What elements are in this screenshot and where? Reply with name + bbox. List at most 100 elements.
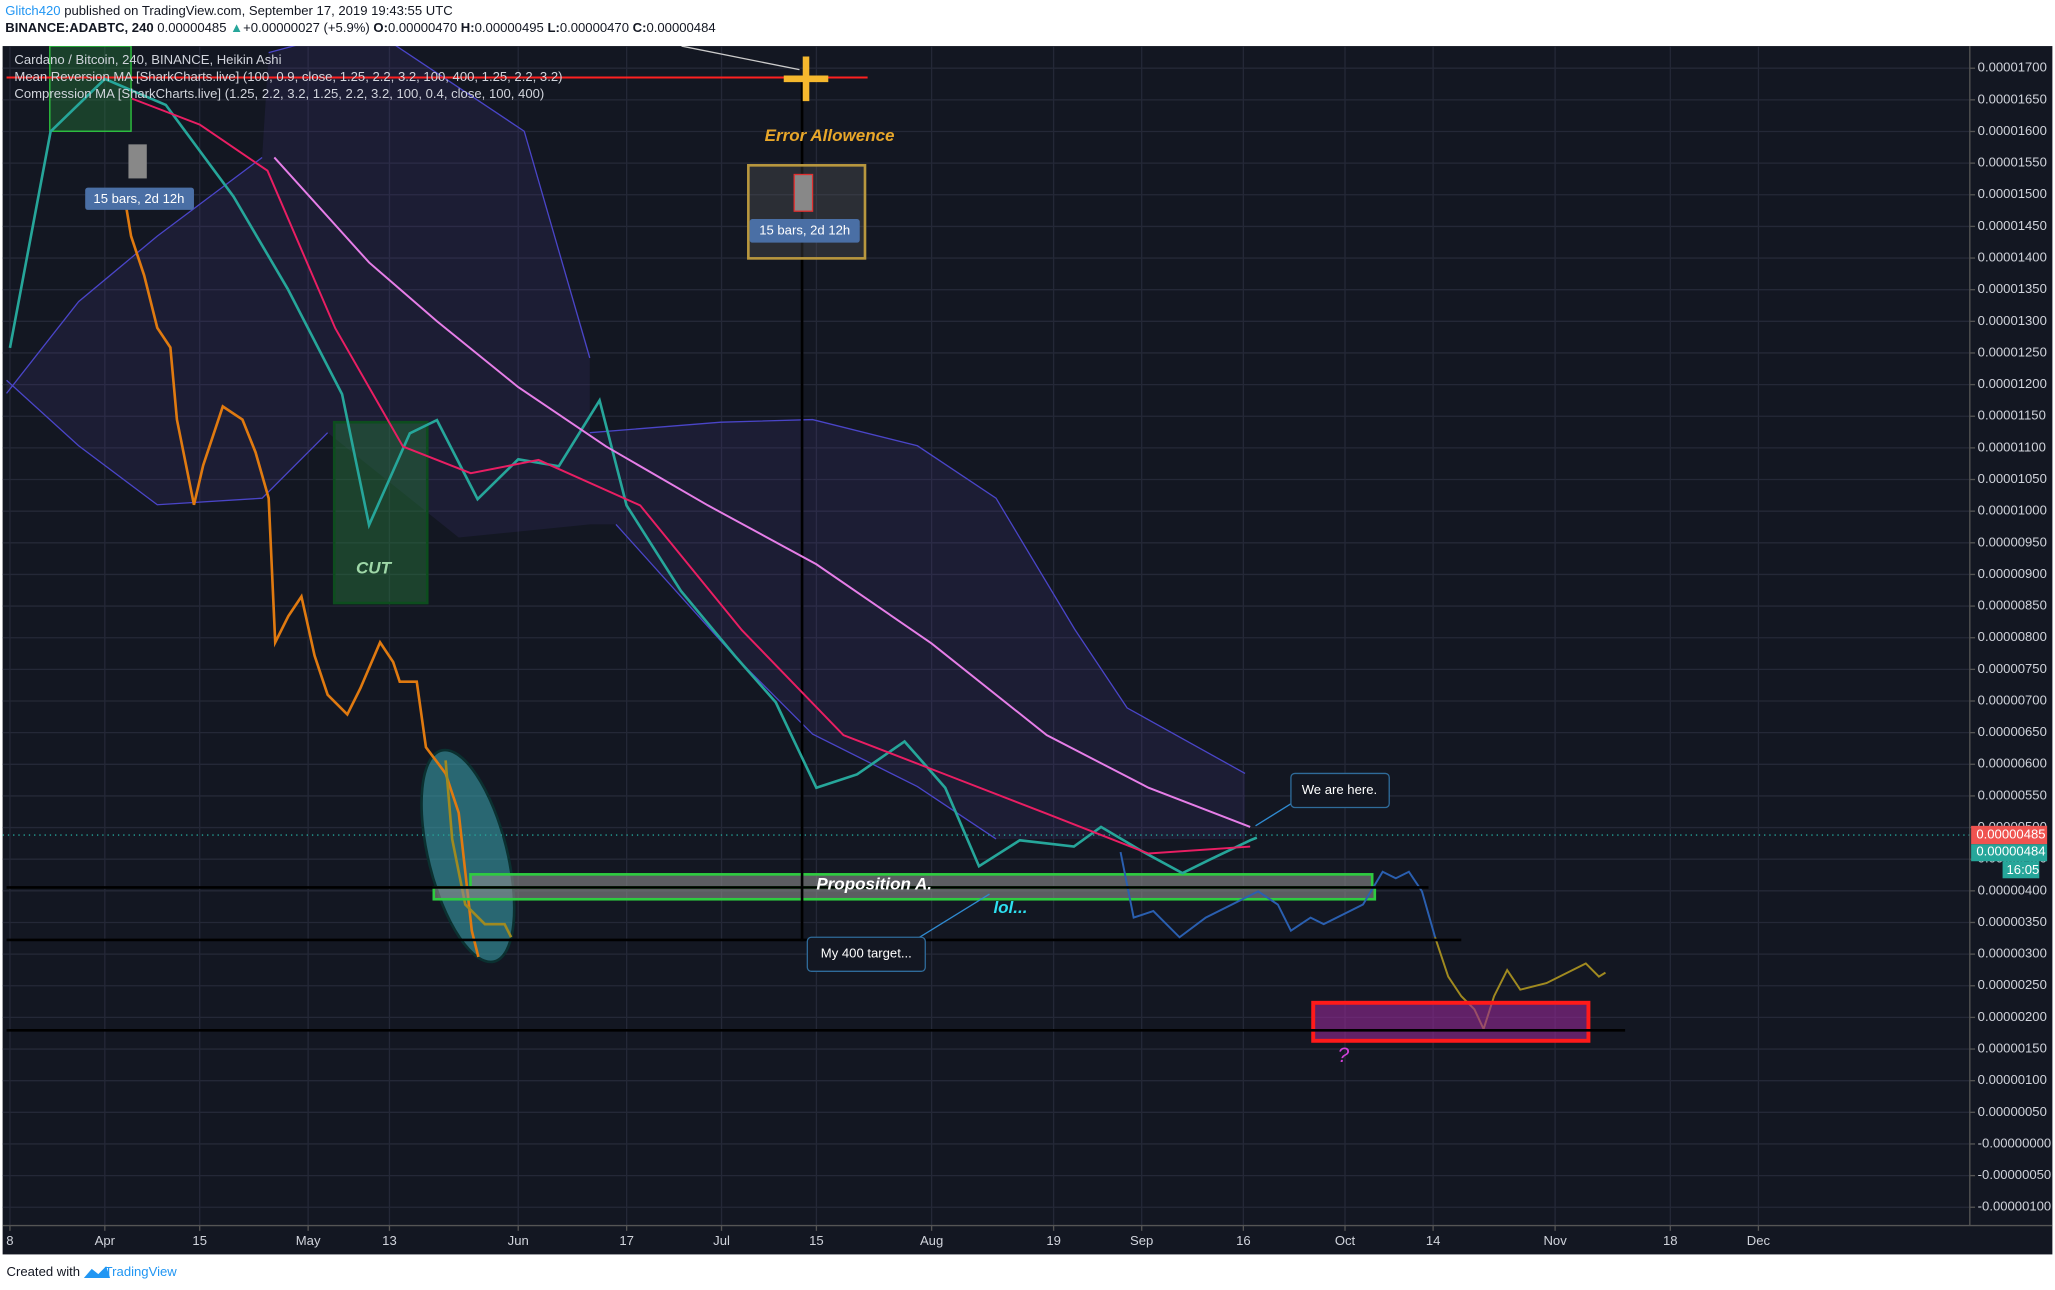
o: 0.00000470 (388, 20, 457, 35)
y-tick-label: 0.00000900 (1978, 566, 2047, 581)
price: 0.00000485 (157, 20, 226, 35)
user[interactable]: Glitch420 (5, 3, 60, 18)
x-tick-label: Apr (95, 1233, 116, 1248)
header-line: Glitch420 published on TradingView.com, … (5, 3, 452, 18)
timer-badge (2002, 861, 2040, 879)
y-tick-label: 0.00001300 (1978, 313, 2047, 328)
x-tick-label: Jul (713, 1233, 730, 1248)
y-tick-label: 0.00001500 (1978, 186, 2047, 201)
y-tick-label: 0.00001050 (1978, 471, 2047, 486)
series-line (131, 97, 1251, 855)
arrow: ▲ (230, 20, 243, 35)
price-badge-text: 0.00000484 (1976, 844, 2045, 859)
h: 0.00000495 (475, 20, 544, 35)
band-line (268, 46, 591, 359)
legend-entry: Cardano / Bitcoin, 240, BINANCE, Heikin … (14, 52, 281, 67)
y-tick-label: 0.00000100 (1978, 1072, 2047, 1087)
x-tick-label: 15 (192, 1233, 207, 1248)
fractal-line (123, 196, 480, 958)
y-tick-label: 0.00001100 (1978, 439, 2046, 454)
band-line (615, 523, 997, 840)
y-tick-label: 0.00000600 (1978, 756, 2047, 771)
y-tick-label: 0.00000750 (1978, 661, 2047, 676)
x-tick-label: 19 (1046, 1233, 1061, 1248)
box (49, 46, 132, 132)
lol-label: lol... (993, 898, 1027, 917)
c-label: C: (633, 20, 647, 35)
x-tick-label: Jun (508, 1233, 529, 1248)
o-label: O: (373, 20, 388, 35)
bars-label: 15 bars, 2d 12h (93, 191, 184, 206)
x-tick-label: 15 (809, 1233, 824, 1248)
c: 0.00000484 (646, 20, 715, 35)
y-tick-label: 0.00001200 (1978, 376, 2047, 391)
x-tick-label: 18 (1663, 1233, 1678, 1248)
callout (806, 936, 926, 972)
y-tick-label: 0.00000800 (1978, 629, 2047, 644)
callout (1290, 772, 1390, 809)
created: Created with (7, 1264, 81, 1279)
y-tick-label: 0.00001000 (1978, 503, 2047, 518)
callout-text: My 400 target... (821, 946, 912, 961)
band-line (589, 418, 1246, 775)
brand[interactable]: TradingView (105, 1264, 178, 1279)
y-tick-label: 0.00001400 (1978, 250, 2047, 265)
x-tick-label: Sep (1130, 1233, 1153, 1248)
y-tick-label: -0.00000050 (1978, 1167, 2052, 1182)
y-tick-label: 0.00000700 (1978, 692, 2047, 707)
price-badge (1971, 825, 2048, 845)
series-line (8, 77, 1258, 875)
y-tick-label: 0.00000400 (1978, 882, 2047, 897)
y-tick-label: 0.00001450 (1978, 218, 2047, 233)
band-line (6, 156, 263, 394)
projection-line (1119, 851, 1437, 939)
y-tick-label: 0.00000250 (1978, 977, 2047, 992)
x-tick-label: Oct (1335, 1233, 1356, 1248)
series-line (273, 156, 1251, 828)
y-tick-label: 0.00001150 (1978, 408, 2046, 423)
legend-entry: Mean Reversion MA [SharkCharts.live] (10… (14, 69, 562, 84)
band-fill (6, 46, 1246, 839)
x-tick-label: May (296, 1233, 321, 1248)
callout-line (917, 893, 990, 940)
symbol: BINANCE:ADABTC, 240 (5, 20, 153, 35)
y-tick-label: 0.00001600 (1978, 123, 2047, 138)
question-label: ? (1338, 1044, 1350, 1067)
y-tick-label: 0.00000950 (1978, 534, 2047, 549)
fractal-line (444, 760, 513, 938)
y-axis: 0.00001700 0.00001650 0.00001600 0.00001550… (1969, 60, 2052, 1214)
y-tick-label: 0.00000850 (1978, 598, 2047, 613)
error-label: Error Allowence (765, 126, 895, 145)
chart-background (2, 46, 2053, 1255)
published: published on TradingView.com, September … (64, 3, 452, 18)
x-tick-label: Aug (920, 1233, 943, 1248)
h-label: H: (461, 20, 475, 35)
x-tick-label: 14 (1426, 1233, 1441, 1248)
grid (2, 46, 1970, 1226)
target-box (1311, 1000, 1591, 1043)
x-tick-label: 17 (619, 1233, 634, 1248)
timer-text: 16:05 (2007, 862, 2040, 877)
y-tick-label: 0.00000200 (1978, 1009, 2047, 1024)
y-tick-label: 0.00001700 (1978, 60, 2047, 75)
marker (793, 173, 814, 212)
x-tick-label: 13 (382, 1233, 397, 1248)
y-tick-label: 0.00000150 (1978, 1040, 2047, 1055)
x-tick-label: Dec (1747, 1233, 1771, 1248)
footer: Created with TradingView (7, 1264, 178, 1279)
band-line (6, 379, 329, 506)
y-tick-label: 0.00001350 (1978, 281, 2047, 296)
y-tick-label: -0.00000100 (1978, 1199, 2052, 1214)
x-axis: 8 Apr 15 May 13 Jun 17 Jul 15 Aug 19 Sep 16 Oct 14 Nov 1… (6, 1225, 1771, 1248)
pointer-line (681, 46, 800, 71)
x-tick-label: Nov (1543, 1233, 1567, 1248)
change: +0.00000027 (+5.9%) (243, 20, 370, 35)
move-cross (783, 56, 829, 102)
y-tick-label: 0.00000300 (1978, 946, 2047, 961)
series-layer (8, 77, 1258, 875)
price-badge-text: 0.00000485 (1976, 826, 2045, 841)
marker (128, 144, 147, 179)
ellipse (420, 748, 516, 964)
callout-text: We are here. (1302, 782, 1377, 797)
